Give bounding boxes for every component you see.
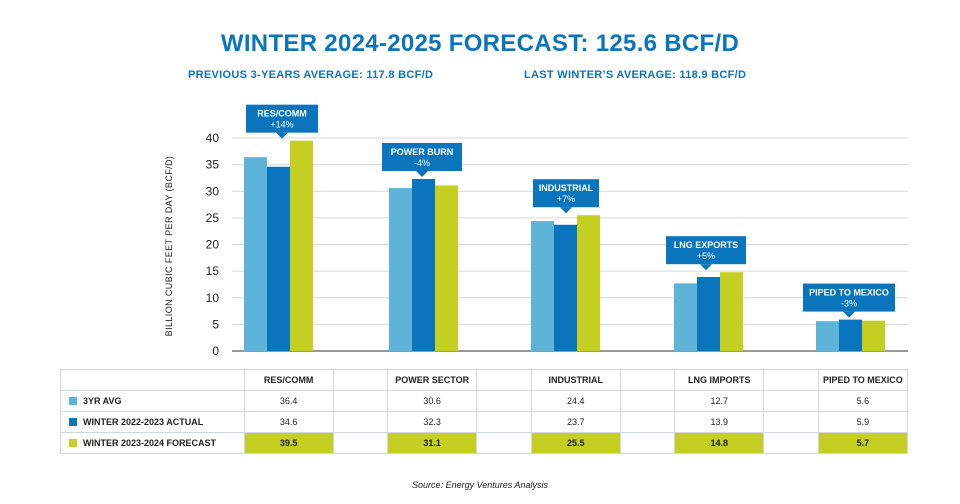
legend-swatch-forecast — [69, 439, 77, 447]
bar — [720, 272, 743, 351]
table-cell: 5.9 — [817, 411, 909, 433]
table-cell: 13.9 — [674, 411, 765, 433]
callout-box — [533, 179, 599, 208]
col-header: RES/COMM — [243, 369, 334, 391]
bar-chart: 0 5 10 15 20 25 30 35 40 BILLION CUBIC FEET PER D… — [164, 104, 908, 358]
table-header-row: RES/COMM POWER SECTOR INDUSTRIAL LNG IMP… — [60, 369, 909, 391]
bar — [577, 215, 600, 351]
callout-pointer — [276, 132, 288, 139]
bar — [697, 276, 720, 351]
previous-3yr-average: PREVIOUS 3-YEARS AVERAGE: 117.8 BCF/D — [188, 69, 434, 81]
table-cell: 5.6 — [817, 390, 909, 412]
table-cell: 25.5 — [530, 432, 621, 454]
bar — [816, 321, 839, 351]
table-cell: 5.7 — [817, 432, 909, 454]
table-cell: 39.5 — [243, 432, 334, 454]
bar — [290, 140, 313, 351]
callout-pointer — [416, 171, 428, 178]
callout-change: +14% — [270, 120, 293, 130]
row-label: WINTER 2022-2023 ACTUAL — [60, 411, 245, 433]
table-cell: 23.7 — [530, 411, 621, 433]
legend-swatch-3yr-avg — [69, 397, 77, 405]
callout-box — [382, 143, 462, 172]
y-tick-label: 15 — [206, 264, 220, 278]
callout-label: PIPED TO MEXICO — [809, 288, 889, 298]
table-corner — [60, 369, 245, 391]
bar — [554, 224, 577, 351]
callout-change: -4% — [414, 158, 430, 168]
callout-box — [246, 104, 318, 133]
y-tick-label: 25 — [206, 211, 220, 225]
table-cell: 32.3 — [387, 411, 478, 433]
callout-label: LNG EXPORTS — [674, 240, 739, 250]
callout-label: POWER BURN — [391, 147, 454, 157]
y-tick-label: 35 — [206, 158, 220, 172]
y-tick-label: 20 — [206, 238, 220, 252]
table-cell: 36.4 — [243, 390, 334, 412]
y-axis-label: BILLION CUBIC FEET PER DAY (BCF/D) — [164, 156, 174, 337]
data-table: RES/COMM POWER SECTOR INDUSTRIAL LNG IMP… — [60, 369, 909, 454]
table-cell: 34.6 — [243, 411, 334, 433]
row-label: 3YR AVG — [60, 390, 245, 412]
callout-box — [666, 236, 746, 265]
callout-change: -3% — [841, 299, 857, 309]
table-cell: 14.8 — [674, 432, 765, 454]
col-header: LNG IMPORTS — [674, 369, 765, 391]
callout-pointer — [560, 207, 572, 214]
bar — [435, 185, 458, 351]
row-label: WINTER 2023-2024 FORECAST — [60, 432, 245, 454]
callout-pointer — [700, 264, 712, 271]
table-row: WINTER 2022-2023 ACTUAL 34.6 32.3 23.7 1… — [60, 411, 909, 433]
bar — [267, 166, 290, 351]
callout-change: +7% — [557, 194, 575, 204]
y-tick-label: 30 — [206, 184, 220, 198]
bar — [839, 319, 862, 351]
col-header: PIPED TO MEXICO — [817, 369, 909, 391]
legend-swatch-2022-2023 — [69, 418, 77, 426]
table-row: WINTER 2023-2024 FORECAST 39.5 31.1 25.5… — [60, 432, 909, 454]
bar — [862, 320, 885, 351]
table-cell: 30.6 — [387, 390, 478, 412]
bar — [674, 283, 697, 351]
bar — [389, 188, 412, 351]
bar — [531, 221, 554, 351]
bar — [412, 179, 435, 351]
chart-title: WINTER 2024-2025 FORECAST: 125.6 BCF/D — [220, 30, 740, 57]
table-cell: 12.7 — [674, 390, 765, 412]
last-winter-average: LAST WINTER’S AVERAGE: 118.9 BCF/D — [524, 69, 747, 81]
y-tick-label: 0 — [212, 344, 219, 358]
bar — [244, 157, 267, 351]
table-row: 3YR AVG 36.4 30.6 24.4 12.7 5.6 — [60, 390, 909, 412]
col-header: INDUSTRIAL — [530, 369, 621, 391]
y-tick-label: 10 — [206, 291, 220, 305]
table-cell: 24.4 — [530, 390, 621, 412]
callout-box — [803, 283, 895, 312]
col-header: POWER SECTOR — [387, 369, 478, 391]
source-note: Source: Energy Ventures Analysis — [412, 480, 548, 490]
callout-change: +5% — [697, 251, 715, 261]
callout-label: RES/COMM — [257, 109, 307, 119]
y-tick-label: 40 — [206, 131, 220, 145]
callout-label: INDUSTRIAL — [539, 183, 594, 193]
y-tick-label: 5 — [212, 317, 219, 331]
callout-pointer — [843, 311, 855, 318]
table-cell: 31.1 — [387, 432, 478, 454]
